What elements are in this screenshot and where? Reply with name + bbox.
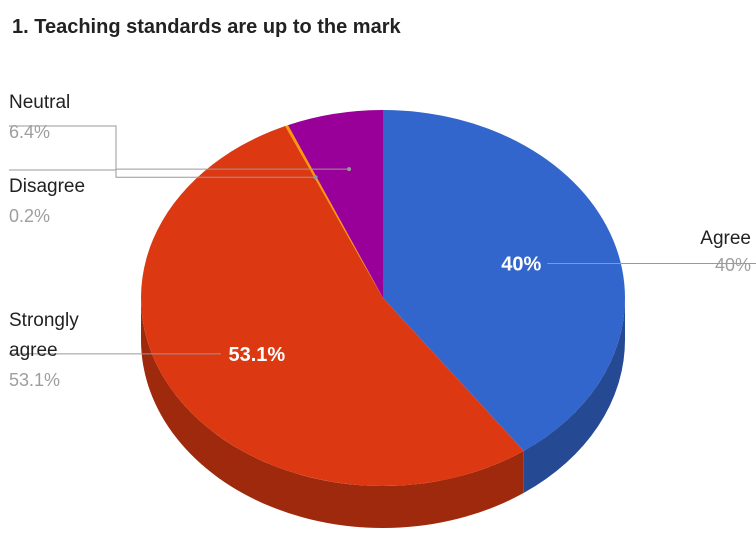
pie-side-strongly-agree	[141, 298, 524, 528]
callouts	[9, 125, 756, 355]
category-label-agree: Agree	[700, 228, 751, 249]
labels: 40% 53.1% Agree 40% Strongly agree 53.1% Disagr…	[9, 92, 751, 390]
callout-dot-disagree	[313, 175, 318, 180]
inside-label-agree: 40%	[501, 254, 541, 276]
inside-label-strongly-agree: 53.1%	[229, 344, 286, 366]
category-label-strongly-agree-1: Strongly	[9, 310, 79, 331]
callout-dot-neutral	[347, 167, 352, 172]
pie-slice-strongly-agree	[140, 126, 524, 487]
pie-sides	[141, 298, 625, 528]
pie-slice-disagree	[285, 125, 383, 298]
percent-label-disagree: 0.2%	[9, 206, 50, 226]
pie-slice-neutral	[288, 110, 383, 298]
category-label-neutral: Neutral	[9, 92, 70, 113]
percent-label-neutral: 6.4%	[9, 122, 50, 142]
percent-label-strongly-agree: 53.1%	[9, 370, 60, 390]
pie-slices	[140, 110, 625, 487]
percent-label-agree: 40%	[715, 255, 751, 275]
pie-slice-agree	[383, 110, 625, 451]
chart-title: 1. Teaching standards are up to the mark	[12, 16, 401, 38]
category-label-strongly-agree-2: agree	[9, 340, 58, 361]
callout-line-neutral	[9, 125, 350, 170]
category-label-disagree: Disagree	[9, 176, 85, 197]
pie-side-agree	[523, 298, 625, 493]
callout-line-disagree	[9, 169, 316, 178]
